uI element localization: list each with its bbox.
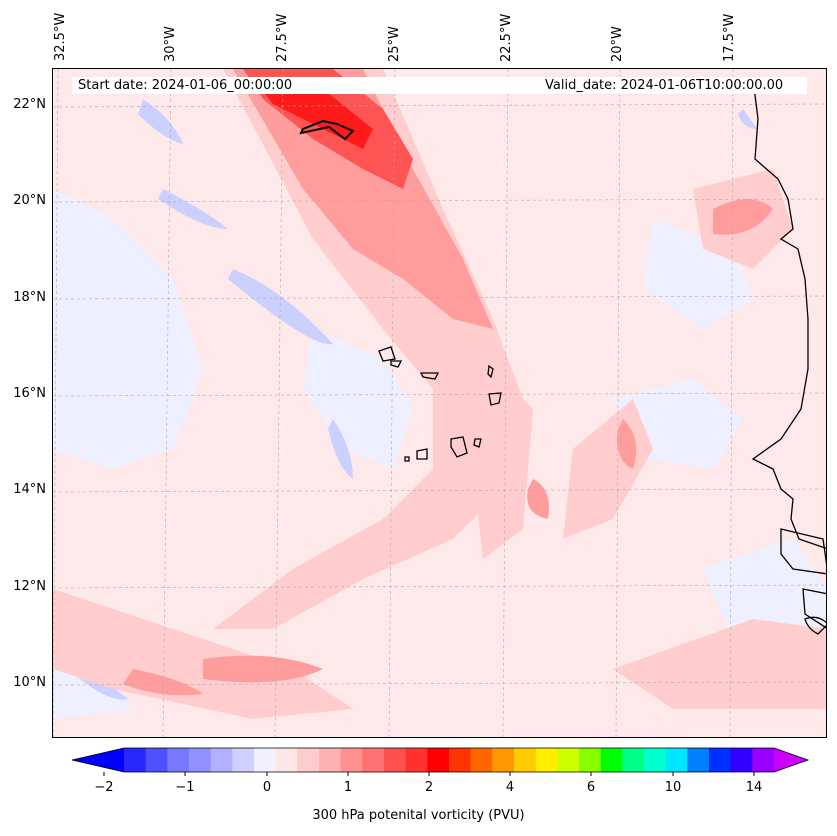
longitude-label: 27.5°W [275, 13, 290, 62]
graticule [53, 69, 826, 737]
colorbar-cell [709, 748, 732, 772]
colorbar-tick-label: 10 [664, 780, 682, 795]
colorbar-cell [210, 748, 233, 772]
colorbar-extend-max [774, 748, 808, 772]
colorbar-cell [254, 748, 277, 772]
colorbar-cell [687, 748, 710, 772]
colorbar-cell [189, 748, 212, 772]
longitude-label: 20°W [610, 26, 625, 62]
latitude-label: 18°N [13, 290, 46, 305]
colorbar-cell [492, 748, 515, 772]
colorbar-cell [384, 748, 407, 772]
moderate-pv-bands [123, 69, 773, 696]
latitude-label: 14°N [13, 482, 46, 497]
colorbar-tick-label: −2 [94, 780, 114, 795]
colorbar-cell [167, 748, 190, 772]
colorbar-cell [427, 748, 450, 772]
colorbar-cell [600, 748, 623, 772]
colorbar-cell [622, 748, 645, 772]
colorbar-outline [71, 747, 810, 773]
colorbar-extend-min [72, 748, 124, 772]
latitude-label: 22°N [13, 97, 46, 112]
colorbar-cell [449, 748, 472, 772]
pv-field-map [53, 69, 826, 737]
colorbar-cell [362, 748, 385, 772]
colorbar-tick-label: 1 [343, 780, 353, 795]
colorbar-tick-label: 0 [262, 780, 272, 795]
colorbar-cell [579, 748, 602, 772]
colorbar-tick-label: 14 [745, 780, 763, 795]
pv-maximum [253, 79, 373, 149]
map-area [52, 68, 827, 738]
longitude-label: 17.5°W [722, 13, 737, 62]
colorbar-cell [319, 748, 342, 772]
longitude-label: 30°W [163, 26, 178, 62]
valid-date-text: Valid_date: 2024-01-06T10:00:00.00 [545, 78, 784, 93]
latitude-label: 20°N [13, 193, 46, 208]
colorbar-cell [145, 748, 168, 772]
colorbar-cell [124, 748, 147, 772]
colorbar-cell [405, 748, 428, 772]
colorbar-cell [752, 748, 775, 772]
longitude-label: 22.5°W [499, 13, 514, 62]
colorbar-cell [644, 748, 667, 772]
longitude-label: 25°W [387, 26, 402, 62]
colorbar-cell [470, 748, 493, 772]
latitude-label: 12°N [13, 579, 46, 594]
latitude-label: 16°N [13, 386, 46, 401]
colorbar-cell [514, 748, 537, 772]
colorbar-tick-label: 6 [586, 780, 596, 795]
colorbar-cell [232, 748, 255, 772]
colorbar-tick-label: 2 [424, 780, 434, 795]
colorbar-cell [275, 748, 298, 772]
colorbar-cell [557, 748, 580, 772]
colorbar-cell [730, 748, 753, 772]
colorbar-tick-label: −1 [175, 780, 195, 795]
colorbar-cell [297, 748, 320, 772]
coastlines [299, 78, 826, 635]
longitude-label: 32.5°W [53, 12, 68, 61]
colorbar-cell [340, 748, 363, 772]
date-info-bar [72, 77, 807, 94]
start-date-text: Start date: 2024-01-06_00:00:00 [78, 78, 293, 93]
colorbar-tick-label: 4 [505, 780, 515, 795]
latitude-label: 10°N [13, 675, 46, 690]
colorbar-cell [535, 748, 558, 772]
colorbar [71, 747, 810, 776]
colorbar-cell [665, 748, 688, 772]
colorbar-label: 300 hPa potenital vorticity (PVU) [312, 808, 525, 823]
